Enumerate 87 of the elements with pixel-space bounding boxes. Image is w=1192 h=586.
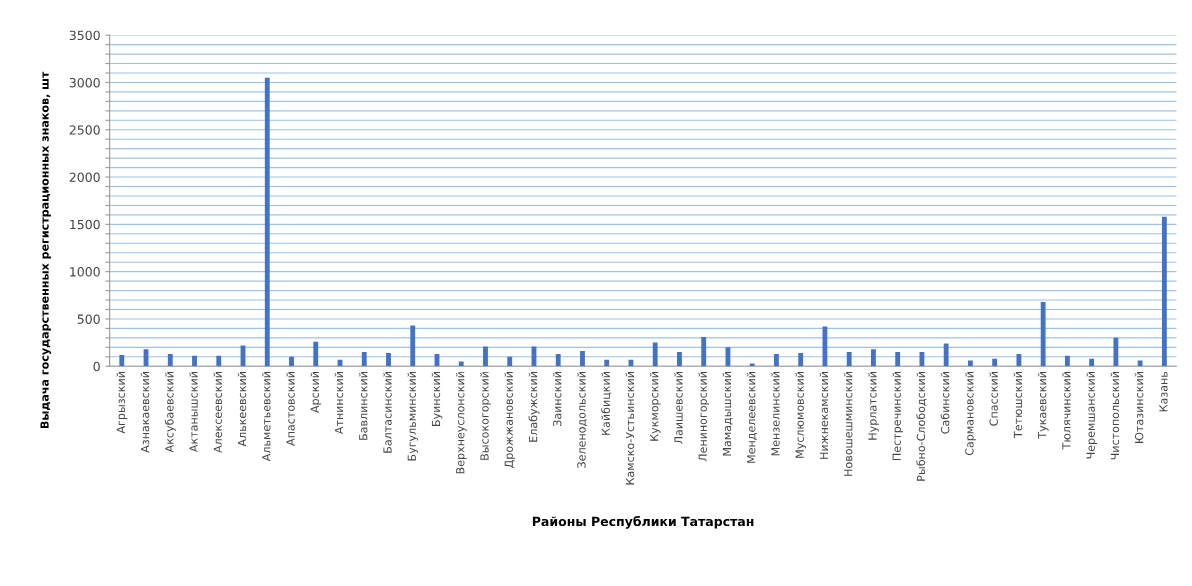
y-tick-label: 3500	[69, 30, 100, 41]
bar	[507, 356, 513, 367]
x-tick-label: Арский	[310, 372, 322, 413]
y-tick-label: 2500	[69, 125, 100, 135]
bar	[992, 358, 998, 367]
x-tick-label: Черемшанский	[1086, 372, 1098, 459]
bar	[361, 352, 367, 367]
bar	[1161, 216, 1167, 367]
x-tick-label: Камско-Устьинский	[625, 372, 635, 485]
x-tick-label: Зеленодольский	[577, 372, 588, 468]
x-tick-label: Альметьевский	[261, 372, 271, 462]
bar	[652, 342, 658, 367]
y-axis-title: Выдача государственных регистрационных знаков, шт	[40, 71, 51, 429]
bar	[846, 352, 852, 367]
bar	[895, 352, 901, 367]
x-tick-label: Ютазинский	[1134, 372, 1144, 443]
bar	[749, 363, 755, 367]
bar	[943, 343, 949, 367]
bar	[1064, 355, 1070, 367]
bar	[555, 353, 561, 367]
bar	[410, 325, 416, 367]
bar	[192, 355, 197, 367]
bar	[677, 352, 682, 367]
bar	[119, 354, 125, 367]
y-tick-label: 1500	[70, 219, 100, 230]
x-tick-label: Аксубаевский	[164, 372, 176, 453]
bar	[701, 336, 707, 367]
x-tick-label: Атнинский	[334, 372, 344, 435]
x-tick-label: Тюлячинский	[1062, 372, 1071, 450]
y-tick-label: 2000	[69, 172, 100, 182]
x-tick-label: Сармановский	[965, 372, 976, 456]
bar	[264, 77, 270, 367]
x-tick-label: Рыбно-Слободский	[916, 372, 927, 481]
y-tick-label: 1000	[70, 267, 100, 277]
bar	[313, 341, 319, 367]
x-tick-label: Алексеевский	[213, 372, 222, 453]
x-tick-label: Кайбицкий	[601, 372, 612, 435]
x-tick-label: Лаишевский	[674, 372, 683, 444]
x-tick-label: Новошешминский	[843, 372, 853, 476]
bar	[774, 353, 779, 367]
bar	[798, 353, 804, 367]
x-tick-label: Елабужский	[528, 372, 540, 442]
x-tick-label: Чистопольский	[1110, 372, 1120, 460]
x-tick-label: Сабинский	[940, 372, 950, 434]
x-tick-label: Дрожжановский	[504, 372, 516, 468]
x-tick-label: Мензелинский	[771, 372, 780, 456]
bar	[919, 352, 925, 367]
bar	[216, 355, 222, 367]
x-tick-label: Спасский	[989, 372, 998, 426]
y-tick-label: 3000	[69, 77, 100, 88]
x-tick-label: Агрызский	[116, 372, 128, 434]
x-tick-label: Алькеевский	[237, 372, 247, 447]
x-axis-title: Районы Республики Татарстан	[532, 516, 754, 529]
x-tick-label: Буинский	[431, 372, 443, 426]
bar	[289, 356, 294, 367]
bar	[1089, 358, 1095, 367]
x-tick-label: Бавлинский	[358, 372, 368, 440]
x-tick-label: Лениногорский	[698, 372, 710, 462]
x-tick-label: Азнакаевский	[140, 372, 150, 453]
x-tick-label: Тетюшский	[1013, 372, 1023, 439]
y-tick-label: 500	[77, 314, 100, 324]
x-tick-label: Пестречинский	[892, 372, 904, 460]
bar	[580, 351, 585, 367]
x-tick-label: Тукаевский	[1037, 372, 1049, 439]
x-tick-label: Высокогорский	[480, 372, 491, 460]
x-tick-label: Казань	[1159, 371, 1168, 412]
x-tick-label: Кукморский	[649, 372, 661, 441]
x-tick-label: Заинский	[552, 372, 562, 427]
x-tick-label: Нижнекамский	[819, 372, 829, 459]
x-tick-label: Менделеевский	[746, 372, 757, 463]
bar	[1016, 353, 1022, 367]
bar	[1040, 301, 1046, 367]
x-tick-label: Верхнеуслонский	[455, 372, 467, 474]
x-tick-label: Бугульминский	[407, 372, 419, 461]
bar	[604, 359, 610, 367]
bar	[1113, 337, 1119, 367]
x-tick-label: Нурлатский	[868, 372, 879, 440]
bar	[483, 346, 488, 367]
y-tick-label: 0	[93, 361, 100, 372]
bar	[167, 353, 173, 367]
x-tick-label: Апастовский	[286, 372, 295, 446]
bar	[871, 349, 876, 367]
x-tick-label: Мамадышский	[722, 372, 733, 456]
bar	[386, 353, 391, 367]
x-tick-label: Актанышский	[189, 372, 198, 453]
x-tick-label: Балтасинский	[383, 372, 392, 453]
x-tick-label: Муслюмовский	[795, 372, 807, 458]
